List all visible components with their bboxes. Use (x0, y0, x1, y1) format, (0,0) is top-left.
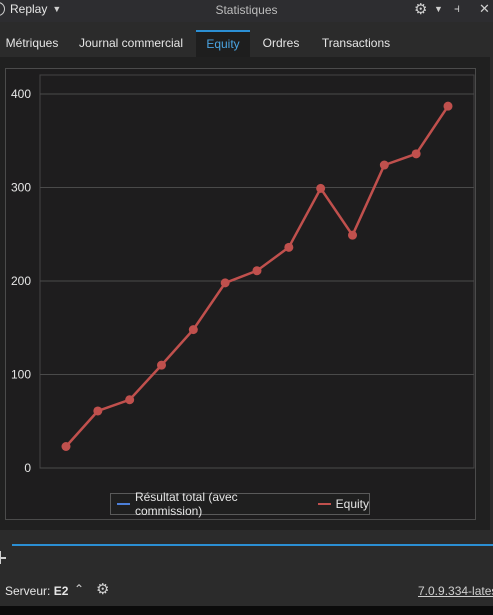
close-icon[interactable]: ✕ (479, 1, 490, 16)
replay-menu[interactable]: Replay ▼ (0, 2, 61, 16)
legend-item-total[interactable]: Résultat total (avec commission) (117, 490, 308, 518)
plus-icon (0, 557, 6, 559)
equity-data-point (411, 149, 421, 159)
tab-ordres[interactable]: Ordres (262, 36, 300, 50)
os-taskbar (0, 606, 493, 615)
status-gear-icon[interactable]: ⚙ (96, 581, 110, 598)
legend-label-total: Résultat total (avec commission) (134, 490, 238, 518)
legend-swatch-total (117, 503, 130, 505)
equity-data-point (220, 278, 230, 288)
window-title: Statistiques (215, 3, 278, 17)
version-link[interactable]: 7.0.9.334-lates (418, 584, 493, 598)
equity-data-point (316, 183, 326, 193)
y-tick-label: 300 (11, 181, 31, 195)
equity-data-point (188, 325, 198, 335)
chevron-up-icon[interactable]: ⌃ (74, 582, 85, 596)
tab-journal-commercial[interactable]: Journal commercial (78, 36, 184, 50)
gear-icon[interactable]: ⚙ (414, 1, 428, 18)
equity-data-point (157, 360, 166, 370)
equity-data-point (284, 242, 294, 252)
y-tick-label: 0 (24, 461, 31, 475)
equity-data-point (61, 441, 71, 451)
server-indicator[interactable]: Serveur: E2 (5, 584, 68, 598)
status-bar: Serveur: E2 ⌃ ⚙ 7.0.9.334-lates (0, 576, 493, 606)
legend-label-equity: Equity (335, 497, 369, 511)
equity-data-point (252, 266, 262, 276)
server-value: E2 (53, 584, 69, 598)
legend-swatch-equity (317, 503, 331, 505)
title-bar: Replay ▼ Statistiques ⚙ ▼ ⫞ ✕ (0, 0, 493, 22)
y-tick-label: 200 (11, 274, 31, 288)
server-label: Serveur: (5, 584, 51, 598)
add-panel-button[interactable] (0, 546, 14, 570)
panel-bottom-strip (0, 530, 493, 545)
settings-chevron-down-icon[interactable]: ▼ (434, 4, 443, 14)
equity-data-point (443, 101, 453, 111)
tab-metriques[interactable]: Métriques (5, 36, 59, 50)
equity-chart: 0 100 200 300 400 (11, 74, 475, 475)
replay-label: Replay (10, 2, 48, 16)
y-tick-label: 400 (11, 87, 31, 101)
equity-data-point (348, 230, 357, 240)
equity-data-point (379, 160, 389, 170)
pin-icon[interactable]: ⫞ (454, 1, 461, 15)
lower-dock-area (0, 546, 493, 576)
tab-transactions[interactable]: Transactions (321, 36, 391, 50)
y-tick-label: 100 (11, 368, 31, 382)
chevron-down-icon: ▼ (52, 4, 62, 14)
tab-equity[interactable]: Equity (196, 30, 250, 58)
active-dock-indicator (12, 544, 493, 546)
equity-data-point (93, 406, 103, 416)
legend-item-equity[interactable]: Equity (317, 497, 369, 511)
chart-legend: Résultat total (avec commission) Equity (110, 490, 370, 518)
tab-strip: Métriques Journal commercial Equity Ordr… (0, 30, 493, 58)
equity-data-point (125, 395, 135, 405)
